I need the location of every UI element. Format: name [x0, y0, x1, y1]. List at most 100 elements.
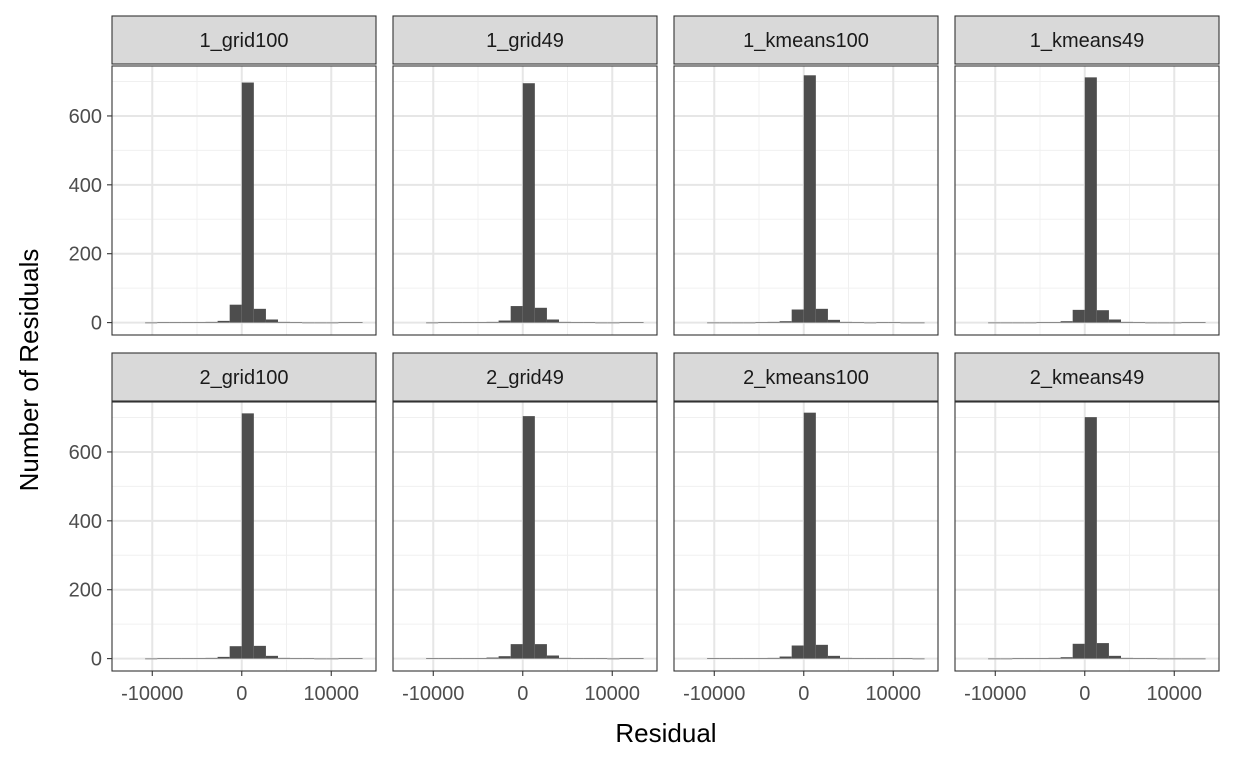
histogram-bar: [1193, 658, 1206, 660]
histogram-bar: [827, 319, 841, 323]
histogram-bar: [707, 322, 720, 324]
y-tick-label: 200: [69, 580, 102, 602]
facet-strip-label: 2_kmeans100: [743, 367, 869, 389]
histogram-bar: [803, 412, 816, 659]
histogram-bar: [486, 321, 499, 323]
histogram-bar: [876, 322, 889, 323]
histogram-bar: [1012, 658, 1025, 659]
histogram-bar: [767, 321, 780, 323]
facet-panel: 1_grid100: [111, 15, 377, 336]
histogram-bar: [900, 658, 913, 659]
facet-strip: [954, 352, 1220, 402]
histogram-bar: [205, 321, 218, 323]
panel-border: [954, 401, 1220, 672]
histogram-bar: [1121, 657, 1134, 659]
histogram-bar: [731, 322, 744, 324]
histogram-bar: [595, 322, 608, 324]
facet-strip-label: 2_kmeans49: [1030, 367, 1145, 389]
histogram-bar: [278, 657, 291, 659]
histogram-bar: [290, 658, 303, 659]
histogram-bar: [1048, 322, 1061, 323]
histogram-bar: [888, 658, 901, 659]
histogram-bar: [486, 657, 499, 659]
histogram-bar: [193, 322, 206, 323]
facet-panel: 1_grid49: [392, 15, 658, 336]
histogram-bar: [631, 322, 644, 323]
histogram-bar: [583, 658, 596, 659]
histogram-bar: [510, 644, 523, 659]
y-tick-label: 0: [91, 313, 102, 335]
histogram-bar: [852, 322, 865, 323]
x-tick-label: 0: [1079, 683, 1090, 705]
histogram-bar: [474, 322, 487, 323]
histogram-bar: [1181, 322, 1194, 323]
histogram-bar: [1169, 658, 1182, 660]
histogram-bar: [265, 655, 279, 659]
panel-border: [954, 65, 1220, 336]
histogram-bar: [1036, 322, 1049, 323]
histogram-bar: [815, 644, 828, 659]
histogram-bar: [546, 319, 560, 323]
histogram-bar: [229, 304, 242, 323]
histogram-bar: [988, 322, 1001, 324]
histogram-bar: [426, 322, 439, 324]
histogram-bar: [302, 322, 315, 324]
x-tick-label: -10000: [683, 683, 745, 705]
histogram-bar: [815, 308, 828, 323]
histogram-bar: [522, 83, 535, 323]
y-tick-label: 0: [91, 649, 102, 671]
histogram-bar: [534, 307, 547, 323]
histogram-bar: [803, 75, 816, 323]
y-tick-label: 200: [69, 244, 102, 266]
histogram-bar: [607, 658, 620, 660]
facet-panel: 2_kmeans100: [673, 352, 939, 672]
histogram-bar: [755, 658, 768, 659]
histogram-bar: [719, 658, 732, 659]
histogram-bar: [827, 655, 841, 659]
histogram-bar: [1096, 643, 1109, 659]
histogram-bar: [498, 656, 511, 659]
histogram-bar: [169, 322, 182, 323]
histogram-bar: [157, 322, 170, 323]
histogram-bar: [791, 309, 804, 323]
histogram-bar: [1084, 417, 1097, 659]
facet-strip: [673, 352, 939, 402]
histogram-bar: [1072, 309, 1085, 323]
histogram-bar: [205, 657, 218, 659]
histogram-bar: [1084, 77, 1097, 323]
histogram-bar: [731, 658, 744, 659]
histogram-bar: [1108, 319, 1122, 323]
panel-border: [673, 65, 939, 336]
histogram-bar: [534, 644, 547, 659]
histogram-bar: [888, 322, 901, 323]
histogram-bar: [290, 322, 303, 323]
histogram-bar: [1024, 322, 1037, 324]
x-tick-label: -10000: [964, 683, 1026, 705]
facet-panel: 2_grid100: [111, 352, 377, 672]
histogram-bar: [157, 658, 170, 659]
y-axis-title: Number of Residuals: [14, 249, 44, 492]
histogram-bar: [1145, 658, 1158, 659]
histogram-bar: [1193, 322, 1206, 323]
facet-strip-label: 2_grid100: [200, 367, 289, 389]
histogram-bar: [326, 322, 339, 324]
histogram-bar: [326, 658, 339, 660]
histogram-bar: [462, 322, 475, 323]
histogram-bar: [169, 658, 182, 659]
histogram-bar: [1096, 310, 1109, 323]
histogram-bar: [719, 322, 732, 324]
facet-strip-label: 2_grid49: [486, 367, 564, 389]
y-tick-label: 600: [69, 442, 102, 464]
histogram-bar: [791, 645, 804, 659]
histogram-bar: [1133, 322, 1146, 323]
facet-strip: [111, 352, 377, 402]
histogram-bar: [498, 320, 511, 323]
x-axis-title: Residual: [615, 718, 716, 748]
histogram-bar: [253, 645, 266, 659]
panel-border: [111, 65, 377, 336]
histogram-bar: [571, 658, 584, 659]
histogram-bar: [1157, 322, 1170, 324]
histogram-bar: [864, 658, 877, 659]
facet-strip-label: 1_kmeans100: [743, 30, 869, 52]
